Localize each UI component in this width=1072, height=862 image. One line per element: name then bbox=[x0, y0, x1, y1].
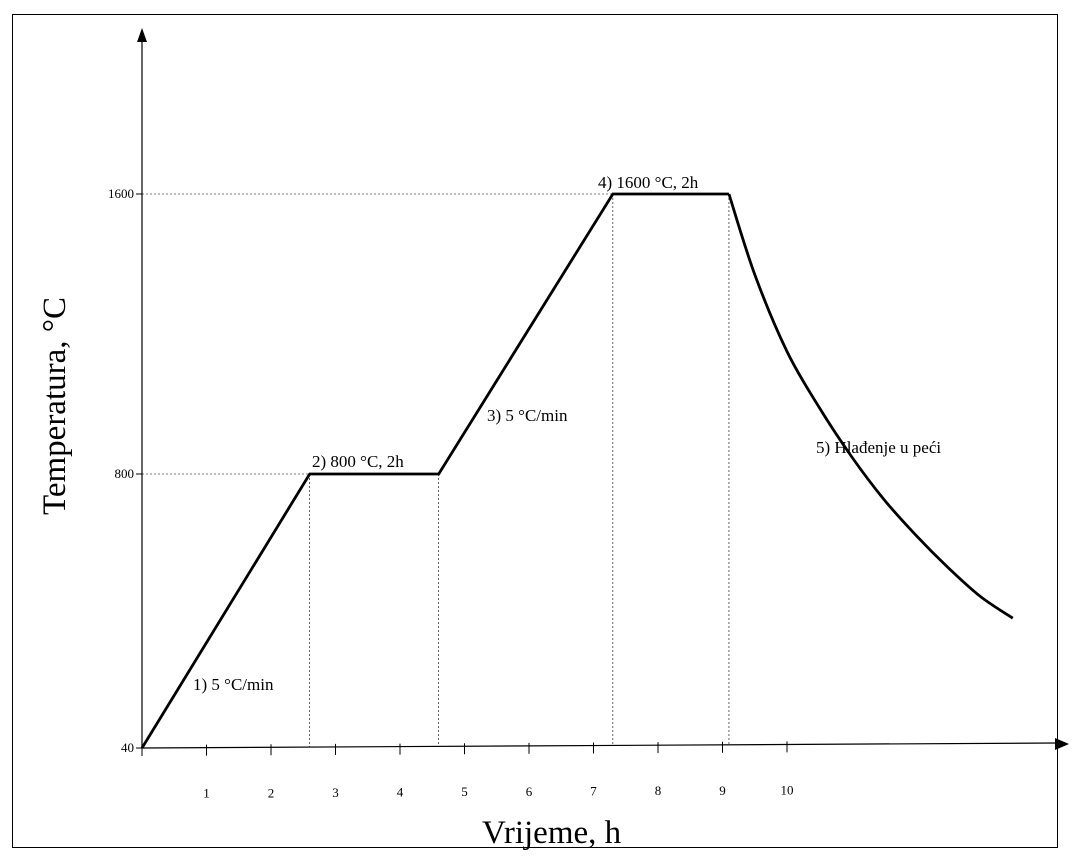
reference-lines bbox=[142, 193, 730, 748]
series bbox=[140, 192, 1014, 749]
y-tick-label: 40 bbox=[121, 740, 134, 755]
x-tick-label: 6 bbox=[526, 784, 533, 799]
x-axis-line bbox=[141, 742, 1057, 749]
axes bbox=[137, 28, 1069, 750]
cooling-curve bbox=[727, 193, 1014, 620]
annotation-seg4: 4) 1600 °C, 2h bbox=[598, 173, 699, 192]
heating-profile-line bbox=[140, 192, 729, 749]
x-tick-label: 8 bbox=[655, 783, 662, 798]
x-axis-arrow bbox=[1055, 738, 1069, 750]
y-axis-arrow bbox=[137, 28, 147, 42]
x-ticks: 1 2 3 4 5 6 7 8 9 10 bbox=[141, 741, 794, 801]
chart-frame bbox=[12, 14, 1058, 848]
y-tick-label: 1600 bbox=[108, 186, 134, 201]
x-axis-title: Vrijeme, h bbox=[482, 815, 622, 851]
x-tick-label: 4 bbox=[397, 785, 404, 800]
y-axis-title: Temperatura, °C bbox=[37, 297, 73, 515]
y-ticks: 40 800 1600 bbox=[108, 186, 142, 755]
annotation-seg5: 5) Hlađenje u peći bbox=[816, 438, 941, 457]
x-tick-label: 7 bbox=[590, 784, 597, 799]
x-tick-label: 9 bbox=[719, 783, 726, 798]
x-tick-label: 5 bbox=[461, 784, 468, 799]
annotation-seg2: 2) 800 °C, 2h bbox=[312, 452, 404, 471]
annotation-seg3: 3) 5 °C/min bbox=[487, 406, 568, 425]
x-tick-label: 3 bbox=[332, 785, 339, 800]
x-tick-label: 2 bbox=[268, 785, 275, 800]
y-tick-label: 800 bbox=[115, 466, 135, 481]
x-tick-label: 1 bbox=[203, 786, 210, 801]
annotation-seg1: 1) 5 °C/min bbox=[193, 675, 274, 694]
x-tick-label: 10 bbox=[781, 782, 794, 797]
